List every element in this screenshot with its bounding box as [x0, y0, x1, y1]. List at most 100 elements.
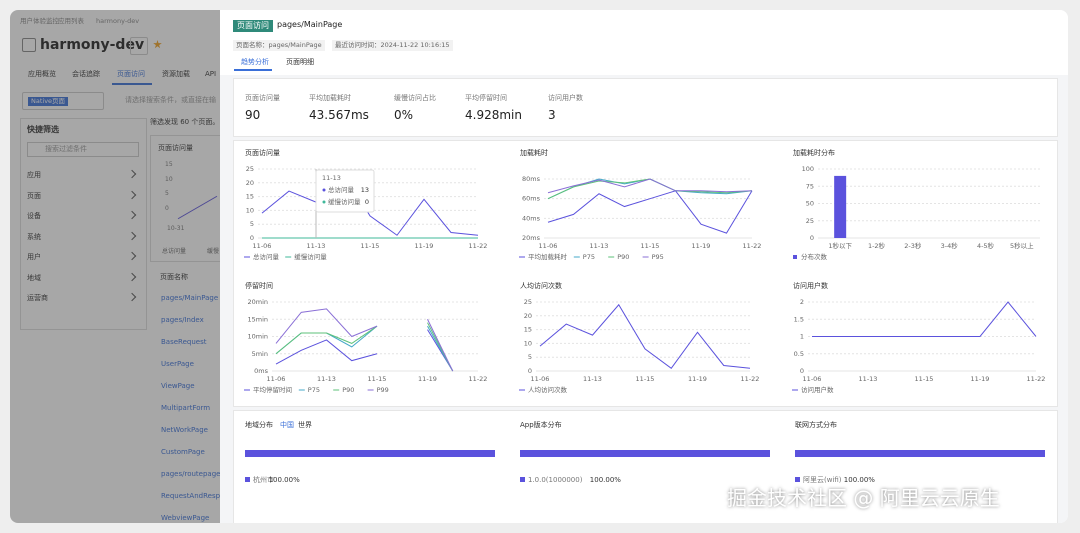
- legend-swatch: [795, 477, 800, 482]
- page-link[interactable]: pages/Index: [161, 316, 204, 324]
- filter-item[interactable]: 页面: [27, 191, 41, 200]
- mini-ytick: 5: [165, 190, 169, 197]
- filter-item[interactable]: 应用: [27, 171, 41, 179]
- nav-tab[interactable]: 应用概览: [28, 70, 56, 78]
- dist-value-label: 100.00%: [843, 476, 875, 484]
- y-tick-label: 5: [528, 353, 532, 361]
- x-tick-label: 11-13: [307, 242, 326, 250]
- x-tick-label: 11-22: [469, 242, 488, 250]
- tooltip-name: 总访问量: [328, 185, 355, 194]
- stat-label: 平均停留时间: [465, 94, 507, 102]
- y-tick-label: 15min: [247, 315, 268, 323]
- legend-label: P75: [583, 253, 595, 261]
- legend-label: 分布次数: [801, 252, 828, 261]
- mini-chart-title: 页面访问量: [158, 144, 193, 152]
- x-tick-label: 5秒以上: [1010, 241, 1034, 250]
- mini-ytick: 15: [165, 161, 173, 168]
- page-link[interactable]: MultipartForm: [161, 404, 211, 412]
- dist-value-label: 100.00%: [268, 476, 300, 484]
- filter-item[interactable]: 运营商: [27, 294, 48, 302]
- page-link[interactable]: NetWorkPage: [161, 426, 208, 434]
- stat-value: 0%: [394, 108, 414, 122]
- dist-bar: [520, 450, 770, 457]
- page-link[interactable]: CustomPage: [161, 448, 205, 456]
- y-tick-label: 5min: [252, 350, 268, 358]
- y-tick-label: 10min: [247, 333, 268, 341]
- dist-card: [233, 410, 1058, 523]
- dist-tab[interactable]: 世界: [298, 421, 312, 429]
- x-tick-label: 11-15: [368, 375, 387, 383]
- legend-swatch: [793, 255, 797, 259]
- meta: 页面名称：pages/MainPage: [233, 40, 325, 51]
- y-tick-label: 0ms: [254, 367, 268, 375]
- breadcrumb: 应用列表: [58, 17, 84, 25]
- y-tick-label: 80ms: [522, 175, 541, 183]
- nav-tab[interactable]: API: [205, 70, 217, 78]
- legend-label: 平均加载耗时: [528, 252, 568, 261]
- nav-tab[interactable]: 资源加载: [162, 70, 190, 78]
- nav-tab[interactable]: 页面访问: [117, 70, 145, 78]
- x-tick-label: 11-15: [641, 242, 660, 250]
- x-tick-label: 11-19: [418, 375, 437, 383]
- legend-label: 缓慢访问量: [294, 252, 327, 261]
- drawer-tab-underline: [234, 69, 272, 71]
- filter-select: [22, 92, 104, 110]
- page-link[interactable]: ViewPage: [161, 382, 195, 390]
- y-tick-label: 0: [250, 234, 254, 242]
- y-tick-label: 25: [806, 217, 814, 225]
- dist-title: 联网方式分布: [795, 421, 837, 429]
- search-input[interactable]: 请选择搜索条件，或直接在输: [125, 96, 216, 104]
- x-tick-label: 11-06: [267, 375, 286, 383]
- x-tick-label: 1秒以下: [828, 241, 852, 250]
- legend-label: 总访问量: [253, 252, 280, 261]
- y-tick-label: 15: [246, 193, 254, 201]
- y-tick-label: 20ms: [522, 234, 541, 242]
- watermark: 掘金技术社区 @ 阿里云云原生: [727, 486, 1000, 510]
- drawer-tab[interactable]: 趋势分析: [241, 58, 269, 66]
- page-link[interactable]: RequestAndRespo: [161, 492, 225, 500]
- x-tick-label: 11-19: [971, 375, 990, 383]
- tooltip-value: 0: [365, 198, 369, 206]
- series-line: [275, 329, 454, 372]
- dist-title: App版本分布: [520, 421, 562, 429]
- app-icon: [22, 38, 36, 52]
- y-tick-label: 20: [246, 179, 254, 187]
- overlay: [10, 10, 220, 523]
- stat-value: 4.928min: [465, 108, 522, 122]
- series-line: [547, 190, 753, 234]
- series-line: [547, 178, 753, 194]
- page-link[interactable]: pages/MainPage: [161, 294, 219, 302]
- filter-type[interactable]: Native页面: [28, 97, 69, 106]
- filter-item[interactable]: 系统: [27, 232, 41, 241]
- filter-item[interactable]: 地域: [27, 273, 41, 282]
- filter-search-box: [27, 142, 139, 157]
- page-link[interactable]: UserPage: [161, 360, 194, 368]
- page-link[interactable]: pages/routepage/R: [161, 470, 228, 478]
- y-tick-label: 0: [810, 234, 814, 242]
- filter-item[interactable]: 设备: [27, 212, 41, 220]
- y-tick-label: 25: [246, 165, 254, 173]
- legend-label: P95: [652, 253, 664, 261]
- tooltip-value: 13: [361, 186, 369, 194]
- drawer-tab[interactable]: 页面明细: [286, 58, 314, 66]
- app-name: harmony-dev: [40, 37, 145, 53]
- page-link[interactable]: BaseRequest: [161, 338, 207, 346]
- legend-swatch: [520, 477, 525, 482]
- legend-label: P99: [377, 386, 389, 394]
- x-tick-label: 11-13: [317, 375, 336, 383]
- result-text: 筛选发现 60 个页面。: [150, 118, 220, 126]
- dist-bar: [245, 450, 495, 457]
- page-link[interactable]: WebviewPage: [161, 514, 210, 522]
- filter-item[interactable]: 用户: [27, 253, 41, 261]
- tooltip-dot: [322, 200, 326, 204]
- x-tick-label: 11-06: [253, 242, 272, 250]
- x-tick-label: 3-4秒: [941, 241, 959, 250]
- chart-title: 加载耗时: [520, 148, 548, 157]
- mini-legend: 总访问量: [162, 248, 187, 255]
- nav-tab[interactable]: 会话追踪: [72, 70, 100, 78]
- tooltip-title: 11-13: [322, 174, 341, 182]
- chart-title: 停留时间: [245, 281, 273, 290]
- y-tick-label: 2: [800, 298, 804, 306]
- dist-tab[interactable]: 中国: [280, 421, 294, 429]
